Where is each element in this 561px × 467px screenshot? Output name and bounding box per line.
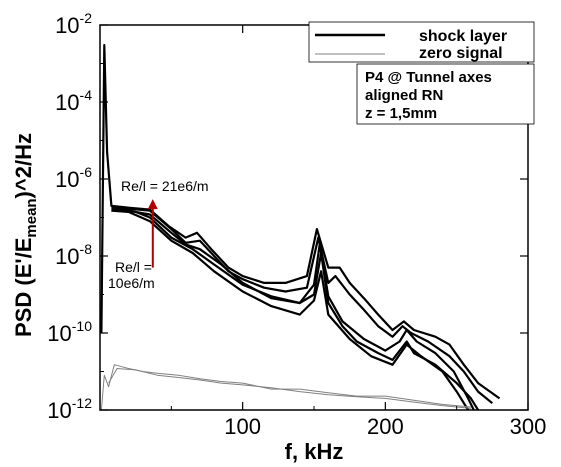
x-tick-label: 100 [224, 414, 261, 439]
y-axis-label: PSD (E'/Emean)^2/Hz [11, 133, 40, 337]
annotation-lower-2: 10e6/m [108, 275, 155, 291]
arrow-head [147, 199, 158, 210]
info-line-3: z = 1,5mm [365, 105, 437, 122]
info-box-frame [356, 63, 535, 125]
legend: shock layer zero signal [308, 21, 535, 63]
y-tick-base: 10 [47, 321, 71, 346]
y-tick-label: 10-4 [55, 87, 92, 115]
series-line-shock-5 [111, 204, 501, 400]
y-tick-label: 10-12 [47, 395, 92, 423]
info-line-1: P4 @ Tunnel axes [365, 69, 492, 86]
x-axis-label: f, kHz [285, 439, 344, 464]
legend-label-zero: zero signal [419, 45, 503, 62]
annotation-upper: Re/l = 21e6/m [121, 178, 209, 194]
y-tick-exponent: -10 [72, 318, 92, 334]
y-tick-exponent: -6 [80, 164, 93, 180]
y-axis-label-post: )^2/Hz [11, 133, 36, 198]
reynolds-arrow [147, 199, 158, 268]
y-tick-exponent: -12 [72, 395, 92, 411]
y-axis-label-pre: PSD (E'/E [11, 238, 36, 337]
y-tick-label: 10-2 [55, 10, 92, 38]
legend-label-shock: shock layer [419, 28, 507, 45]
y-tick-label: 10-10 [47, 318, 92, 346]
y-tick-base: 10 [55, 244, 79, 269]
x-axis-ticks: 100 200 300 [170, 25, 547, 439]
y-tick-label: 10-6 [55, 164, 92, 192]
series-line-shock-2 [111, 209, 470, 410]
info-box: P4 @ Tunnel axes aligned RN z = 1,5mm [356, 63, 535, 125]
info-line-2: aligned RN [365, 87, 443, 104]
y-tick-base: 10 [47, 398, 71, 423]
annotation-lower-1: Re/l = [115, 259, 152, 275]
series-line-zero-7 [108, 368, 471, 409]
y-tick-label: 10-8 [55, 241, 92, 269]
y-axis-label-sub: mean [23, 198, 40, 237]
y-tick-base: 10 [55, 167, 79, 192]
y-tick-base: 10 [55, 90, 79, 115]
y-tick-exponent: -2 [80, 10, 93, 26]
y-tick-exponent: -4 [80, 87, 93, 103]
series-line-shock-4 [111, 208, 475, 410]
series-layer [100, 44, 501, 410]
legend-box [308, 21, 535, 63]
y-tick-base: 10 [55, 13, 79, 38]
series-line-zero-6 [100, 364, 471, 410]
x-tick-label: 300 [510, 414, 547, 439]
x-tick-label: 200 [367, 414, 404, 439]
y-tick-exponent: -8 [80, 241, 93, 257]
